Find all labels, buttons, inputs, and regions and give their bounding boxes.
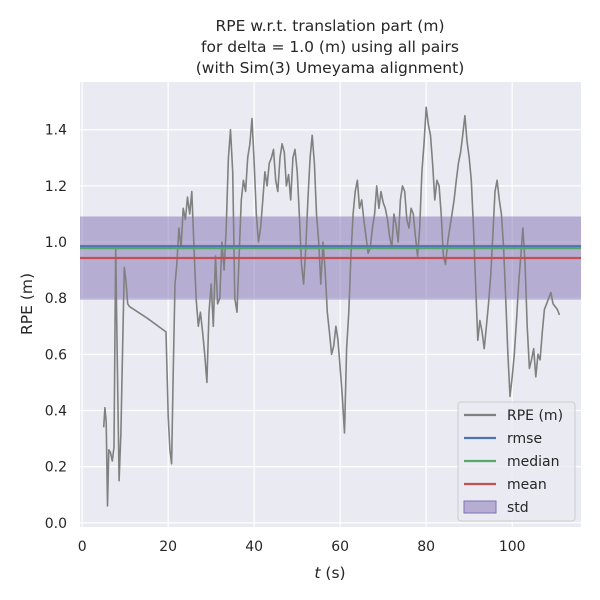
y-tick-label: 0.6 [45,347,67,363]
x-tick-label: 40 [245,539,263,555]
rpe-series-line [102,106,561,507]
y-tick-label: 0.2 [45,460,67,476]
x-tick-label: 0 [78,539,87,555]
y-axis-label: RPE (m) [18,273,36,335]
title-line-1: RPE w.r.t. translation part (m) [215,17,444,35]
chart-title: RPE w.r.t. translation part (m) for delt… [196,17,465,77]
stat-lines-layer [80,245,581,260]
y-tick-label: 0.8 [45,291,67,307]
x-tick-labels: 0 20 40 60 80 100 [78,539,526,555]
legend-label: rmse [507,431,542,447]
x-axis-label-italic: t [314,564,321,582]
y-tick-label: 1.4 [45,123,67,139]
legend: RPE (m) rmse median mean std [457,401,576,522]
x-tick-label: 100 [499,539,526,555]
legend-swatch-std [463,500,497,514]
title-line-2: for delta = 1.0 (m) using all pairs [201,38,459,56]
y-tick-labels: 0.0 0.2 0.4 0.6 0.8 1.0 1.2 1.4 [45,123,67,532]
legend-box [457,401,576,522]
legend-label: mean [507,477,547,493]
x-tick-label: 20 [159,539,177,555]
x-axis-label-unit: (s) [320,564,345,582]
legend-label: RPE (m) [507,408,563,424]
y-tick-label: 0.4 [45,403,67,419]
legend-label: median [507,454,559,470]
x-axis-label: t (s) [314,564,345,582]
y-tick-label: 0.0 [45,516,67,532]
x-tick-label: 80 [417,539,435,555]
y-tick-label: 1.2 [45,179,67,195]
series-layer [102,106,561,507]
x-tick-label: 60 [331,539,349,555]
legend-label: std [507,500,529,516]
y-tick-label: 1.0 [45,235,67,251]
title-line-3: (with Sim(3) Umeyama alignment) [196,59,465,77]
